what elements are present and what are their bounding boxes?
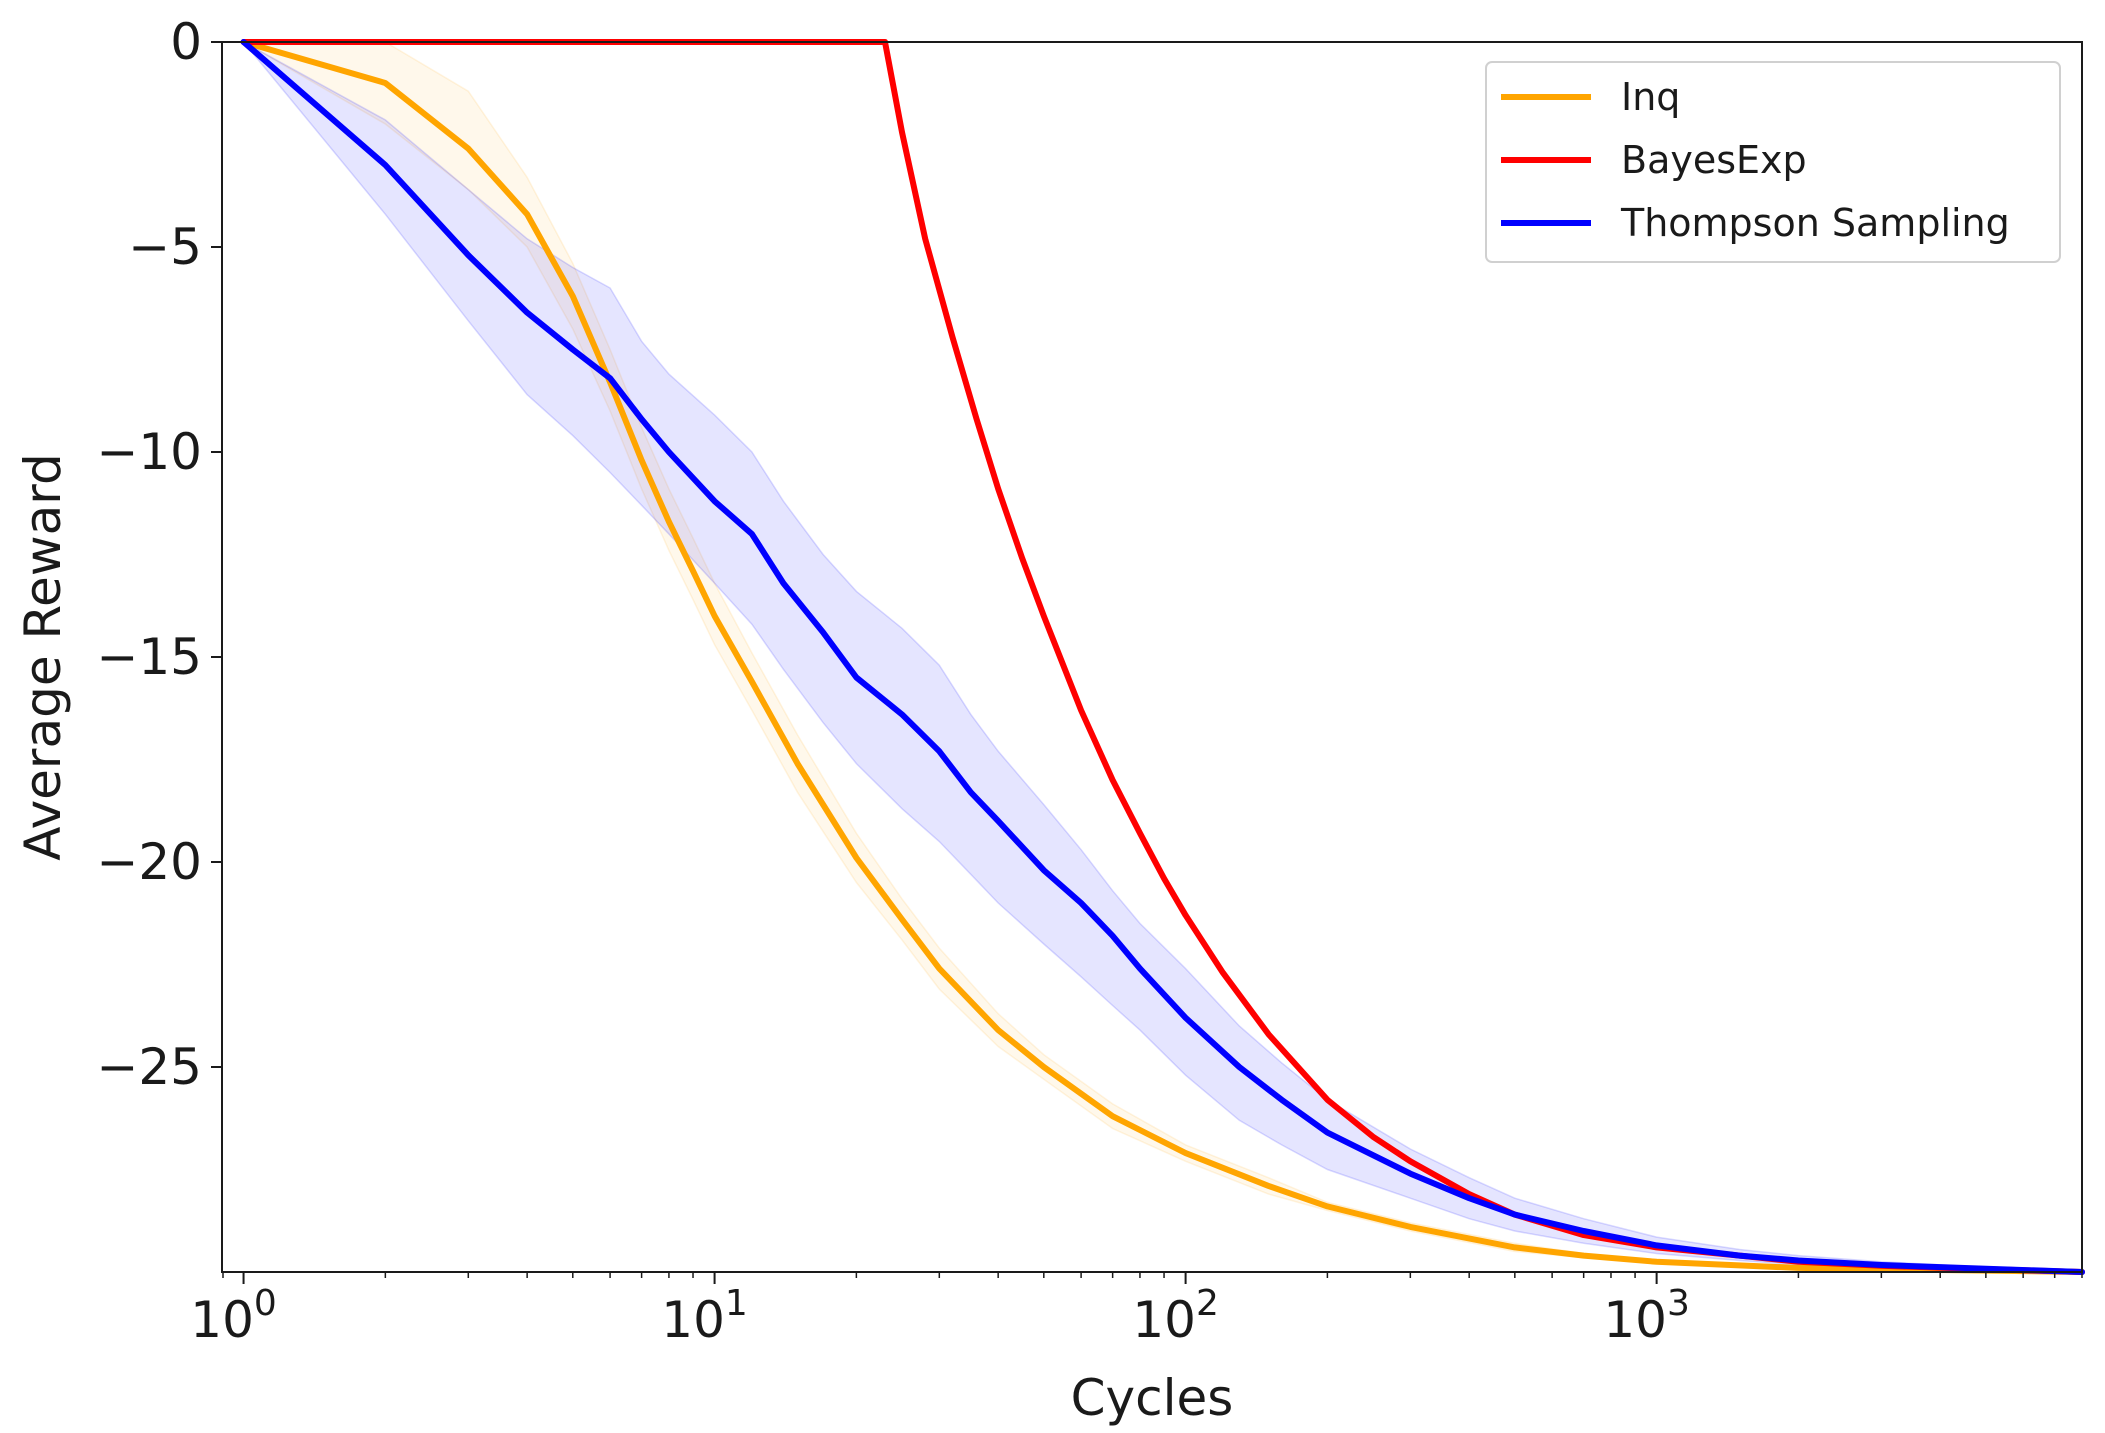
y-tick-label: 0	[170, 13, 202, 71]
x-axis-label: Cycles	[1071, 1369, 1234, 1427]
y-tick-label: −5	[128, 218, 202, 276]
x-tick-label: 103	[1603, 1283, 1690, 1349]
legend-label: BayesExp	[1621, 138, 1807, 182]
line-inq	[240, 39, 2085, 1275]
y-axis: 0 −5 −10 −15 −20 −25	[96, 13, 222, 1096]
legend-box	[1485, 61, 2061, 263]
y-tick-label: −25	[96, 1038, 202, 1096]
line-thompson-sampling	[240, 39, 2085, 1275]
x-axis: 100 101 102 103	[190, 1272, 2083, 1349]
legend: Inq BayesExp Thompson Sampling	[1485, 61, 2061, 263]
legend-label: Thompson Sampling	[1620, 201, 2010, 245]
y-axis-label: Average Reward	[14, 453, 72, 860]
y-tick-label: −15	[96, 628, 202, 686]
series-lines	[240, 39, 2085, 1275]
x-tick-label: 101	[661, 1283, 748, 1349]
y-tick-label: −10	[96, 423, 202, 481]
legend-label: Inq	[1621, 75, 1680, 119]
x-tick-label: 100	[190, 1283, 277, 1349]
y-tick-label: −20	[96, 833, 202, 891]
x-tick-label: 102	[1132, 1283, 1219, 1349]
